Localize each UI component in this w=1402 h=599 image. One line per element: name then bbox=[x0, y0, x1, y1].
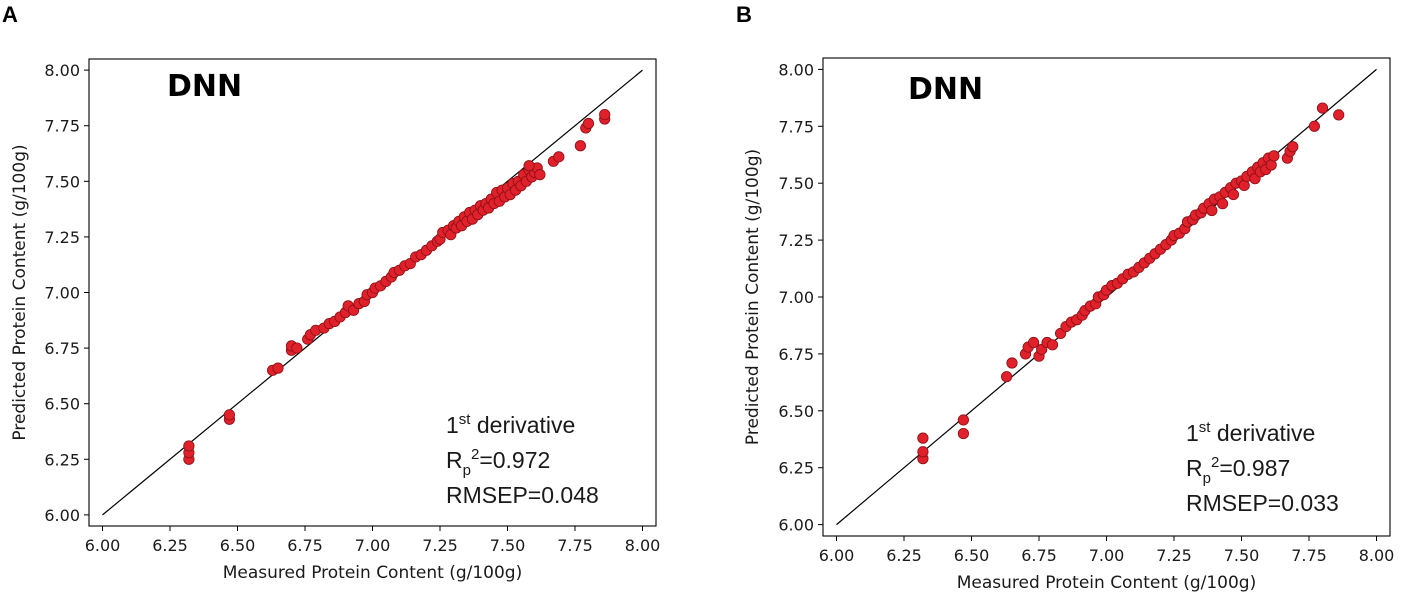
data-point bbox=[574, 140, 587, 152]
data-point bbox=[291, 342, 303, 354]
x-tick-label: 6.25 bbox=[886, 546, 922, 565]
data-point bbox=[183, 440, 195, 452]
model-label: DNN bbox=[908, 72, 983, 107]
y-tick-label: 7.75 bbox=[44, 117, 80, 136]
data-point bbox=[917, 432, 929, 444]
panel-b: B 6.00 6.25 6.50 6.75 7.00 7.25 7.50 7.75 8.00 6.0… bbox=[736, 2, 1394, 593]
stat-rp2: Rp2=0.972 bbox=[446, 446, 550, 479]
stat-rp2: Rp2=0.987 bbox=[1186, 454, 1290, 487]
data-point bbox=[1206, 204, 1218, 217]
x-tick-label: 8.00 bbox=[625, 536, 661, 555]
data-point bbox=[599, 108, 611, 121]
y-tick-label: 6.50 bbox=[778, 402, 814, 421]
y-tick-label: 7.00 bbox=[778, 288, 814, 307]
y-tick-label: 8.00 bbox=[778, 60, 814, 79]
data-point bbox=[1217, 198, 1229, 210]
y-tick-label: 6.25 bbox=[44, 450, 80, 469]
y-tick-label: 6.50 bbox=[44, 395, 80, 414]
y-axis-label: Predicted Protein Content (g/100g) bbox=[743, 149, 763, 445]
data-point bbox=[582, 117, 595, 130]
y-tick-label: 7.25 bbox=[778, 231, 814, 250]
x-tick-label: 6.50 bbox=[954, 546, 990, 565]
x-tick-label: 6.00 bbox=[819, 546, 855, 565]
data-points bbox=[183, 108, 611, 465]
x-tick-label: 6.50 bbox=[220, 536, 256, 555]
data-point bbox=[1287, 141, 1299, 153]
y-tick-label: 6.00 bbox=[44, 506, 80, 525]
x-tick-label: 6.75 bbox=[1021, 546, 1057, 565]
panel-a: A 6.00 6.25 6.50 6.75 7.00 7.25 7.50 7.75 8.00 6.0… bbox=[2, 2, 660, 583]
y-tick-label: 7.00 bbox=[44, 284, 80, 303]
data-point bbox=[553, 151, 565, 163]
data-point bbox=[957, 427, 970, 440]
x-tick-label: 7.25 bbox=[1156, 546, 1192, 565]
x-tick-label: 7.50 bbox=[490, 536, 526, 555]
x-tick-label: 6.00 bbox=[85, 536, 121, 555]
data-point bbox=[1333, 109, 1345, 121]
x-tick-label: 7.50 bbox=[1224, 546, 1260, 565]
x-tick-label: 8.00 bbox=[1359, 546, 1395, 565]
panel-letter: A bbox=[2, 2, 18, 27]
stat-rmsep: RMSEP=0.048 bbox=[446, 482, 599, 508]
y-tick-label: 6.00 bbox=[778, 516, 814, 535]
data-point bbox=[917, 446, 929, 458]
y-tick-label: 6.75 bbox=[44, 339, 80, 358]
data-point bbox=[1268, 150, 1280, 162]
x-tick-label: 7.25 bbox=[422, 536, 458, 555]
y-tick-label: 8.00 bbox=[44, 61, 80, 80]
x-tick-label: 6.75 bbox=[287, 536, 323, 555]
x-axis-label: Measured Protein Content (g/100g) bbox=[223, 563, 522, 583]
data-point bbox=[272, 362, 284, 374]
data-point bbox=[1316, 102, 1329, 114]
x-tick-label: 7.75 bbox=[1291, 546, 1327, 565]
data-point bbox=[223, 409, 235, 421]
y-tick-label: 7.25 bbox=[44, 228, 80, 247]
y-axis-label: Predicted Protein Content (g/100g) bbox=[10, 144, 30, 440]
data-point bbox=[1000, 371, 1013, 383]
x-tick-label: 7.00 bbox=[355, 536, 391, 555]
y-tick-label: 7.50 bbox=[44, 172, 80, 191]
data-point bbox=[957, 414, 970, 426]
x-tick-label: 6.25 bbox=[152, 536, 188, 555]
data-point bbox=[534, 169, 546, 181]
y-tick-label: 7.75 bbox=[778, 117, 814, 136]
stat-derivative: 1st derivative bbox=[446, 411, 575, 438]
x-tick-label: 7.75 bbox=[557, 536, 593, 555]
data-point bbox=[1227, 188, 1240, 201]
data-points bbox=[917, 102, 1345, 465]
y-tick-label: 7.50 bbox=[778, 174, 814, 193]
data-point bbox=[1046, 339, 1059, 351]
stat-rmsep: RMSEP=0.033 bbox=[1186, 490, 1339, 516]
data-point bbox=[523, 160, 535, 172]
data-point bbox=[1006, 357, 1018, 369]
y-tick-label: 6.25 bbox=[778, 459, 814, 478]
panel-letter: B bbox=[736, 2, 752, 27]
x-axis-label: Measured Protein Content (g/100g) bbox=[957, 573, 1256, 593]
x-tick-label: 7.00 bbox=[1089, 546, 1125, 565]
model-label: DNN bbox=[167, 69, 242, 104]
data-point bbox=[1028, 336, 1040, 349]
stat-derivative: 1st derivative bbox=[1186, 419, 1315, 446]
data-point bbox=[1308, 120, 1321, 132]
y-tick-label: 6.75 bbox=[778, 345, 814, 364]
